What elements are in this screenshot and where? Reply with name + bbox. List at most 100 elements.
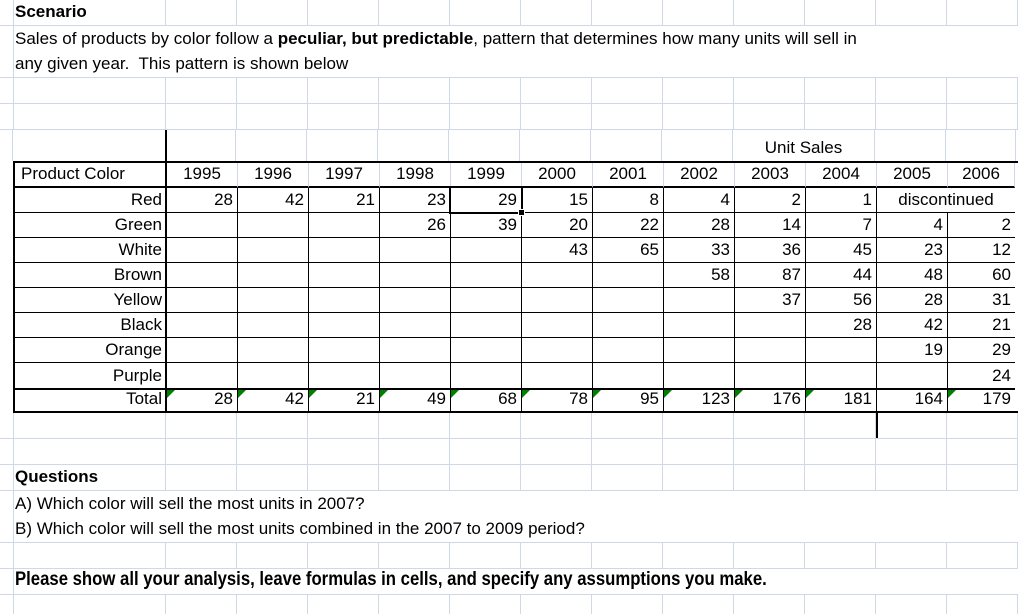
cell[interactable]: 28 xyxy=(877,288,948,313)
cell[interactable] xyxy=(238,313,309,338)
row-label-brown[interactable]: Brown xyxy=(15,263,167,288)
year-header[interactable]: 2002 xyxy=(664,163,735,188)
cell[interactable] xyxy=(593,313,664,338)
cell[interactable]: 26 xyxy=(380,213,451,238)
cell[interactable] xyxy=(522,363,593,388)
row-label-white[interactable]: White xyxy=(15,238,167,263)
cell[interactable] xyxy=(378,130,449,161)
cell[interactable] xyxy=(309,338,380,363)
cell[interactable] xyxy=(167,363,238,388)
cell[interactable] xyxy=(451,313,522,338)
year-header[interactable]: 2003 xyxy=(735,163,806,188)
cell[interactable] xyxy=(520,130,591,161)
total-cell[interactable]: 95 xyxy=(593,388,664,411)
total-cell[interactable]: 28 xyxy=(167,388,238,411)
year-header[interactable]: 1995 xyxy=(167,163,238,188)
cell[interactable] xyxy=(451,363,522,388)
cell[interactable] xyxy=(238,238,309,263)
year-header[interactable]: 1996 xyxy=(238,163,309,188)
cell[interactable] xyxy=(451,338,522,363)
cell[interactable]: 60 xyxy=(948,263,1015,288)
cell[interactable] xyxy=(735,313,806,338)
cell[interactable] xyxy=(380,313,451,338)
cell[interactable] xyxy=(664,313,735,338)
cell[interactable] xyxy=(309,363,380,388)
cell[interactable]: 21 xyxy=(948,313,1015,338)
cell[interactable]: 58 xyxy=(664,263,735,288)
cell[interactable] xyxy=(664,338,735,363)
cell[interactable] xyxy=(664,363,735,388)
unit-sales-label[interactable]: Unit Sales xyxy=(733,130,875,161)
cell[interactable]: 42 xyxy=(238,188,309,213)
cell[interactable]: 4 xyxy=(664,188,735,213)
cell[interactable] xyxy=(591,130,662,161)
cell[interactable]: 36 xyxy=(735,238,806,263)
cell[interactable]: 29 xyxy=(948,338,1015,363)
cell[interactable] xyxy=(309,238,380,263)
cell[interactable]: 56 xyxy=(806,288,877,313)
cell[interactable] xyxy=(238,213,309,238)
total-cell[interactable]: 49 xyxy=(380,388,451,411)
cell[interactable] xyxy=(309,313,380,338)
cell[interactable] xyxy=(664,288,735,313)
cell[interactable] xyxy=(522,288,593,313)
total-cell[interactable]: 68 xyxy=(451,388,522,411)
row-label-green[interactable]: Green xyxy=(15,213,167,238)
cell[interactable]: 65 xyxy=(593,238,664,263)
empty-row[interactable] xyxy=(0,543,1018,569)
year-header[interactable]: 2005 xyxy=(877,163,948,188)
cell[interactable] xyxy=(593,338,664,363)
cell[interactable] xyxy=(380,363,451,388)
cell[interactable]: 12 xyxy=(948,238,1015,263)
year-header[interactable]: 1999 xyxy=(451,163,522,188)
cell[interactable] xyxy=(13,130,165,161)
cell[interactable] xyxy=(451,263,522,288)
cell[interactable] xyxy=(167,338,238,363)
cell[interactable]: 2 xyxy=(948,213,1015,238)
cell[interactable]: 28 xyxy=(664,213,735,238)
cell[interactable]: 15 xyxy=(522,188,593,213)
cell[interactable] xyxy=(522,313,593,338)
total-cell[interactable]: 179 xyxy=(948,388,1015,411)
empty-row[interactable] xyxy=(0,595,1018,614)
cell[interactable] xyxy=(593,263,664,288)
total-cell[interactable]: 42 xyxy=(238,388,309,411)
cell[interactable] xyxy=(238,363,309,388)
cell[interactable]: 48 xyxy=(877,263,948,288)
row-label-black[interactable]: Black xyxy=(15,313,167,338)
row-label-orange[interactable]: Orange xyxy=(15,338,167,363)
cell[interactable]: 28 xyxy=(167,188,238,213)
cell[interactable] xyxy=(522,338,593,363)
cell[interactable] xyxy=(309,263,380,288)
total-cell[interactable]: 164 xyxy=(877,388,948,411)
column-header-product-color[interactable]: Product Color xyxy=(15,163,167,188)
cell[interactable] xyxy=(449,130,520,161)
year-header[interactable]: 2006 xyxy=(948,163,1015,188)
cell[interactable]: 8 xyxy=(593,188,664,213)
cell[interactable] xyxy=(593,363,664,388)
cell[interactable]: 37 xyxy=(735,288,806,313)
cell[interactable]: 4 xyxy=(877,213,948,238)
cell[interactable]: 44 xyxy=(806,263,877,288)
cell[interactable]: 20 xyxy=(522,213,593,238)
cell[interactable]: 43 xyxy=(522,238,593,263)
cell[interactable] xyxy=(522,263,593,288)
cell[interactable]: 23 xyxy=(877,238,948,263)
total-cell[interactable]: 78 xyxy=(522,388,593,411)
row-label-total[interactable]: Total xyxy=(15,388,167,411)
cell[interactable] xyxy=(806,338,877,363)
cell[interactable]: 2 xyxy=(735,188,806,213)
cell[interactable]: 24 xyxy=(992,366,1011,385)
cell[interactable]: 39 xyxy=(451,213,522,238)
cell[interactable]: 7 xyxy=(806,213,877,238)
row-label-purple[interactable]: Purple xyxy=(15,363,167,388)
year-header[interactable]: 2001 xyxy=(593,163,664,188)
total-cell[interactable]: 123 xyxy=(664,388,735,411)
cell[interactable] xyxy=(593,288,664,313)
cell[interactable] xyxy=(236,130,307,161)
cell[interactable] xyxy=(380,263,451,288)
row-label-yellow[interactable]: Yellow xyxy=(15,288,167,313)
cell[interactable] xyxy=(877,363,948,388)
cell[interactable] xyxy=(167,238,238,263)
active-cell-red-1999[interactable]: 29 xyxy=(449,186,525,216)
